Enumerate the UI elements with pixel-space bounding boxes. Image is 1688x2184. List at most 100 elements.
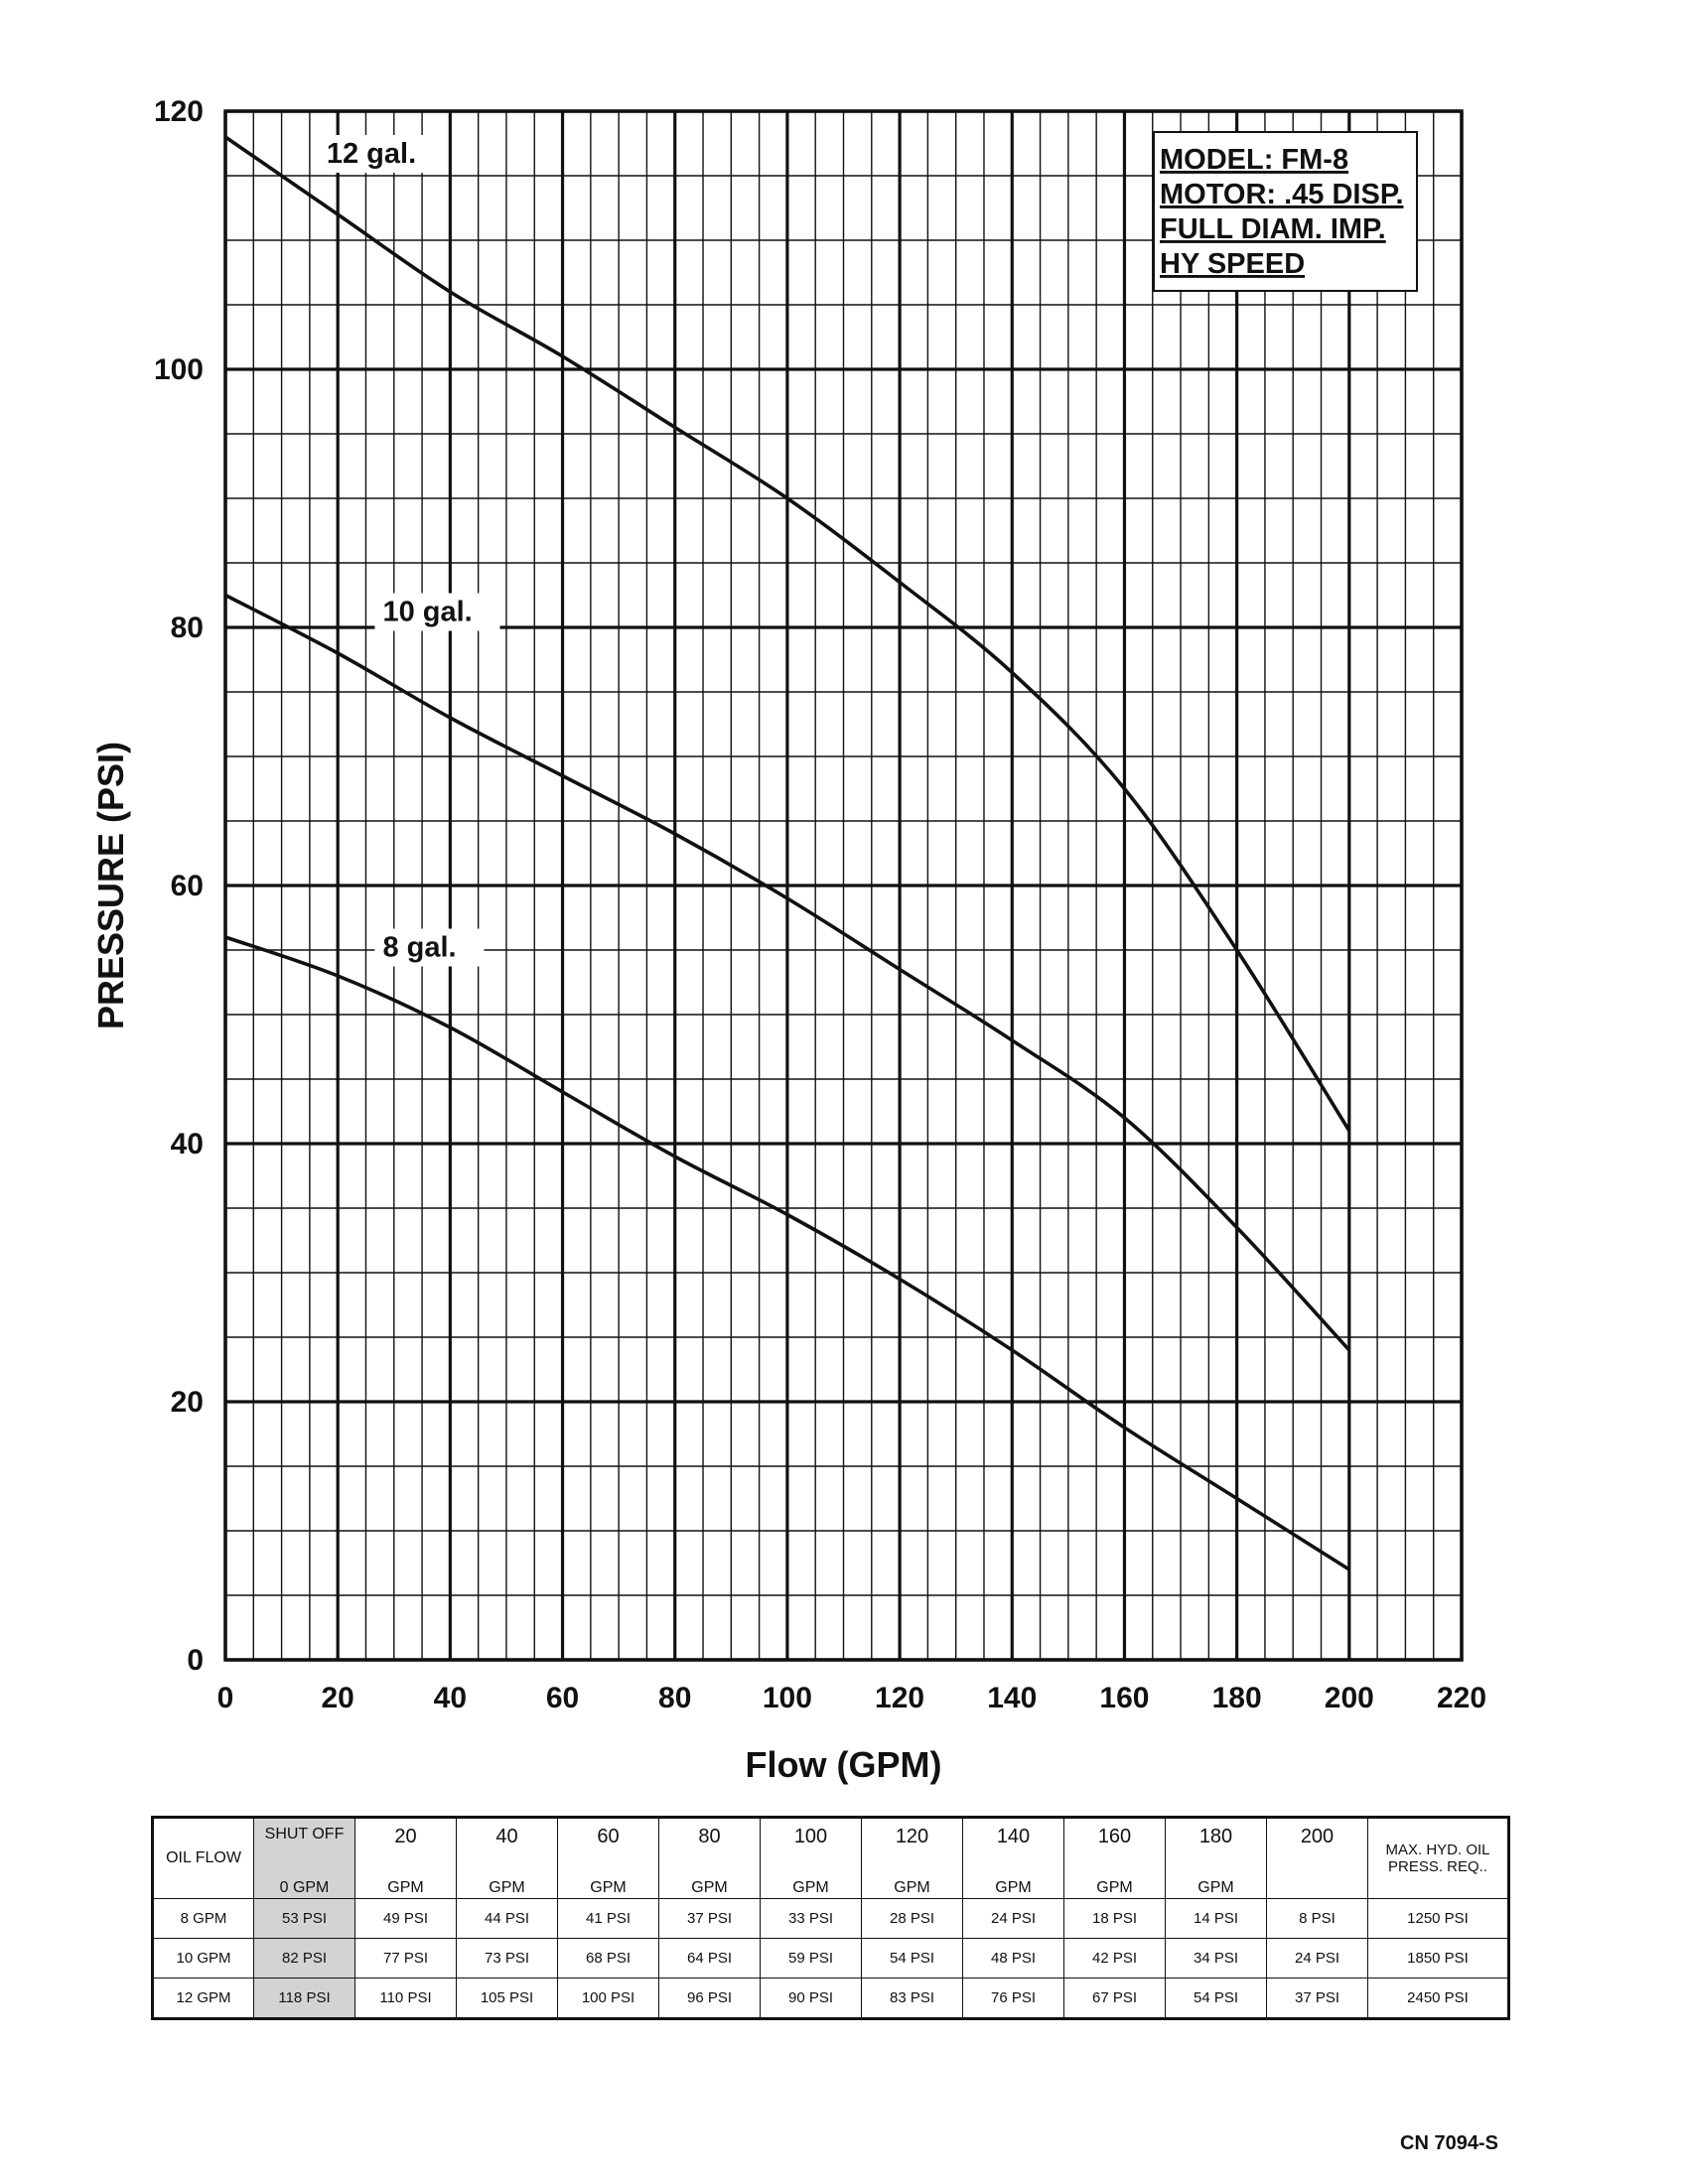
table-header-bottom: GPM [792, 1879, 829, 1896]
series-line [224, 593, 1351, 1352]
x-tick-label: 40 [434, 1682, 467, 1714]
y-tick-label: 60 [171, 870, 204, 902]
table-header-bottom: 0 GPM [279, 1879, 330, 1896]
table-cell: 83 PSI [861, 1978, 963, 2019]
table-cell: 118 PSI [253, 1978, 355, 2019]
table-cell: 59 PSI [760, 1938, 862, 1979]
series-label: 10 gal. [382, 597, 472, 628]
table-cell: 24 PSI [962, 1898, 1064, 1939]
table-cell: 34 PSI [1165, 1938, 1267, 1979]
table-cell: 24 PSI [1266, 1938, 1368, 1979]
table-cell: 37 PSI [658, 1898, 761, 1939]
y-tick-label: 80 [171, 612, 204, 644]
table-cell: 28 PSI [861, 1898, 963, 1939]
table-cell: 54 PSI [861, 1938, 963, 1979]
table-header-cell: 40 GPM [456, 1817, 558, 1899]
table-cell: 76 PSI [962, 1978, 1064, 2019]
table-header-cell: 100 GPM [760, 1817, 862, 1899]
table-cell: 8 GPM [152, 1898, 254, 1939]
table-cell: 1250 PSI [1367, 1898, 1509, 1939]
table-header-bottom: GPM [1197, 1879, 1234, 1896]
table-header-cell: SHUT OFF 0 GPM [253, 1817, 355, 1899]
y-tick-label: 20 [171, 1386, 204, 1419]
table-cell: 90 PSI [760, 1978, 862, 2019]
table-cell: 110 PSI [354, 1978, 457, 2019]
table-header-cell: 80 GPM [658, 1817, 761, 1899]
table-cell: 10 GPM [152, 1938, 254, 1979]
x-tick-label: 20 [321, 1682, 353, 1714]
y-tick-label: 0 [187, 1644, 204, 1677]
table-header-cell: 180 GPM [1165, 1817, 1267, 1899]
x-tick-label: 0 [217, 1682, 234, 1714]
table-cell: 14 PSI [1165, 1898, 1267, 1939]
x-tick-label: 120 [875, 1682, 924, 1714]
plot-frame [223, 109, 1464, 1662]
table-cell: 77 PSI [354, 1938, 457, 1979]
table-header-bottom: GPM [489, 1879, 525, 1896]
y-tick-label: 120 [154, 95, 204, 128]
table-cell: 42 PSI [1063, 1938, 1166, 1979]
table-cell: 8 PSI [1266, 1898, 1368, 1939]
chart-curves [223, 135, 1351, 1571]
table-cell: 73 PSI [456, 1938, 558, 1979]
table-row: 12 GPM 118 PSI 110 PSI 105 PSI 100 PSI 96 PSI… [152, 1978, 1509, 2019]
x-tick-label: 100 [763, 1682, 812, 1714]
table-header-top: SHUT OFF [264, 1826, 345, 1843]
y-tick-label: 40 [171, 1128, 204, 1160]
series-label-bg [374, 593, 500, 631]
table-cell: 33 PSI [760, 1898, 862, 1939]
table-header-cell: 200 [1266, 1817, 1368, 1899]
table-cell: 1850 PSI [1367, 1938, 1509, 1979]
table-cell: 96 PSI [658, 1978, 761, 2019]
pump-curve-chart: 12 gal. 10 gal. 8 gal. 0 20 40 60 80 100 120 140 1… [90, 95, 1486, 1785]
table-header-bottom: GPM [1096, 1879, 1133, 1896]
y-axis-title: PRESSURE (PSI) [90, 742, 131, 1029]
table-cell: 48 PSI [962, 1938, 1064, 1979]
table-header-text: OIL FLOW [166, 1849, 241, 1866]
table-cell: 100 PSI [557, 1978, 659, 2019]
model-info-box: MODEL: FM-8 MOTOR: .45 DISP. FULL DIAM. … [1153, 131, 1418, 292]
table-cell: 82 PSI [253, 1938, 355, 1979]
table-header-top: 160 [1097, 1826, 1132, 1847]
table-header-cell: 140 GPM [962, 1817, 1064, 1899]
series-label-bg [374, 928, 485, 967]
table-header-top: 200 [1300, 1826, 1335, 1847]
table-header-top: 100 [793, 1826, 828, 1847]
table-header-top: 20 [394, 1826, 417, 1847]
x-tick-label: 60 [546, 1682, 579, 1714]
table-header-bottom: GPM [894, 1879, 930, 1896]
y-tick-label: 100 [154, 353, 204, 386]
table-header-cell: 60 GPM [557, 1817, 659, 1899]
table-header-bottom: GPM [590, 1879, 627, 1896]
axis-ticks: 0 20 40 60 80 100 120 140 160 180 200 220 0 20 40 60 80 1… [154, 95, 1486, 1714]
impeller-line: FULL DIAM. IMP. [1160, 213, 1386, 245]
motor-line: MOTOR: .45 DISP. [1160, 179, 1404, 210]
table-header-cell: OIL FLOW [152, 1817, 254, 1899]
table-cell: 54 PSI [1165, 1978, 1267, 2019]
table-cell: 2450 PSI [1367, 1978, 1509, 2019]
model-line: MODEL: FM-8 [1160, 144, 1348, 176]
chart-grid [223, 109, 1464, 1662]
table-header-cell: 120 GPM [861, 1817, 963, 1899]
table-header-top: 120 [895, 1826, 929, 1847]
x-tick-label: 180 [1212, 1682, 1262, 1714]
table-header-cell: 160 GPM [1063, 1817, 1166, 1899]
table-header-text: MAX. HYD. OIL PRESS. REQ.. [1385, 1842, 1490, 1875]
table-header-cell: MAX. HYD. OIL PRESS. REQ.. [1367, 1817, 1509, 1899]
series-label-bg [318, 135, 444, 173]
performance-table: OIL FLOW SHUT OFF 0 GPM 20 GPM 40 GPM 60 GPM 80 GP… [151, 1816, 1510, 2020]
table-row: 8 GPM 53 PSI 49 PSI 44 PSI 41 PSI 37 PSI 33 PS… [152, 1898, 1509, 1939]
table-cell: 49 PSI [354, 1898, 457, 1939]
table-header-bottom: GPM [387, 1879, 424, 1896]
table-cell: 64 PSI [658, 1938, 761, 1979]
table-cell: 44 PSI [456, 1898, 558, 1939]
x-tick-label: 140 [987, 1682, 1037, 1714]
table-header-bottom: GPM [995, 1879, 1032, 1896]
x-tick-label: 160 [1099, 1682, 1149, 1714]
table-header-bottom: GPM [691, 1879, 728, 1896]
table-header-top: 80 [698, 1826, 721, 1847]
table-cell: 18 PSI [1063, 1898, 1166, 1939]
table-cell: 37 PSI [1266, 1978, 1368, 2019]
series-line [223, 135, 1351, 1132]
series-line [224, 935, 1350, 1571]
